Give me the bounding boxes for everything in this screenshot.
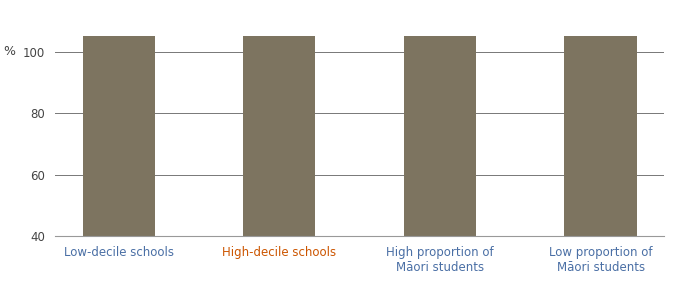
Bar	[403, 0, 476, 236]
Bar	[82, 0, 155, 236]
Text: 65: 65	[272, 145, 287, 158]
Bar	[564, 33, 637, 236]
Text: 84: 84	[432, 86, 447, 99]
Bar	[243, 36, 316, 236]
Text: 79: 79	[111, 102, 126, 115]
Text: 66: 66	[593, 142, 608, 155]
Text: %: %	[3, 45, 15, 58]
